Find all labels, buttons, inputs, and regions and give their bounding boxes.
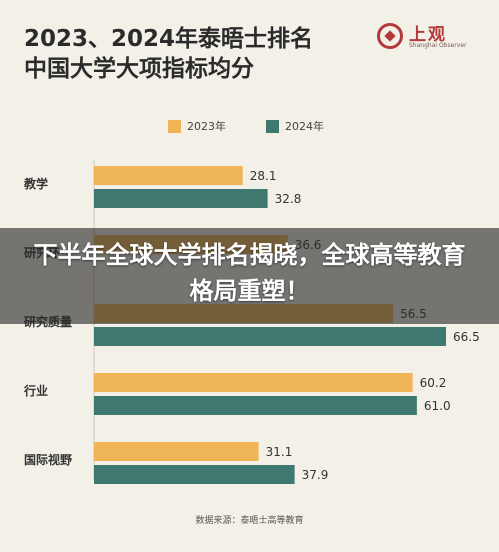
- bar-2024-4: [94, 465, 295, 484]
- bar-2023-4: [94, 442, 259, 461]
- category-label-4: 国际视野: [24, 452, 72, 467]
- bar-2023-3: [94, 373, 413, 392]
- bar-2024-3: [94, 396, 417, 415]
- legend-label-2024: 2024年: [285, 120, 324, 133]
- logo-name-en: Shanghai Observer: [409, 42, 467, 49]
- bar-value-label-2024-2: 66.5: [453, 330, 480, 344]
- bar-value-label-2023-0: 28.1: [250, 169, 277, 183]
- category-label-3: 行业: [23, 383, 48, 398]
- bar-2023-0: [94, 166, 243, 185]
- logo-name-cn: 上观: [409, 25, 447, 45]
- chart-title: 2023、2024年泰晤士排名 中国大学大项指标均分: [24, 24, 313, 84]
- bar-value-label-2024-4: 37.9: [302, 468, 329, 482]
- category-label-0: 教学: [23, 176, 48, 191]
- bar-value-label-2023-3: 60.2: [420, 376, 447, 390]
- chart-legend: 2023年 2024年: [168, 118, 324, 134]
- chart-title-line2: 中国大学大项指标均分: [24, 56, 254, 82]
- legend-swatch-2023: [168, 119, 181, 133]
- chart-title-line1: 2023、2024年泰晤士排名: [24, 26, 314, 52]
- legend-label-2023: 2023年: [187, 120, 226, 133]
- bar-value-label-2023-4: 31.1: [266, 445, 293, 459]
- bar-2024-0: [94, 189, 268, 208]
- legend-swatch-2024: [266, 119, 279, 133]
- bars-layer: 教学28.132.8研究环36.6研究质量56.566.5行业60.261.0国…: [23, 166, 480, 484]
- bar-2024-2: [94, 327, 446, 346]
- bar-value-label-2024-3: 61.0: [424, 399, 451, 413]
- logo-mark-icon: [377, 23, 403, 49]
- shanghai-observer-logo: 上观 Shanghai Observer: [377, 20, 469, 54]
- legend-item-2023: 2023年: [168, 118, 226, 134]
- data-source-note: 数据来源：泰晤士高等教育: [195, 516, 304, 526]
- bar-value-label-2024-0: 32.8: [275, 192, 302, 206]
- headline-overlay-text: 下半年全球大学排名揭晓，全球高等教育格局重塑！: [33, 241, 466, 305]
- legend-item-2024: 2024年: [266, 118, 324, 134]
- headline-overlay: 下半年全球大学排名揭晓，全球高等教育格局重塑！: [0, 228, 499, 324]
